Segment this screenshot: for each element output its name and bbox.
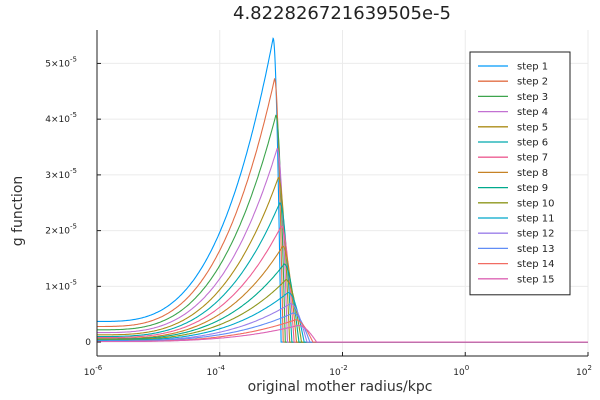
series-line-4 <box>97 148 588 343</box>
legend-label: step 9 <box>517 183 548 194</box>
legend-label: step 13 <box>517 244 555 255</box>
legend-label: step 10 <box>517 198 555 209</box>
series-line-5 <box>97 177 588 343</box>
x-tick-label: 10-4 <box>207 364 226 378</box>
legend-label: step 8 <box>517 168 548 179</box>
series-line-7 <box>97 225 588 343</box>
series-line-8 <box>97 245 588 343</box>
x-tick-label: 100 <box>453 364 469 378</box>
series-line-6 <box>97 202 588 343</box>
series-line-2 <box>97 77 588 343</box>
series-line-1 <box>97 37 588 343</box>
y-ticks: 0 1×10-5 2×10-5 3×10-5 4×10-5 5×10-5 <box>45 55 91 348</box>
series-line-15 <box>97 324 588 343</box>
y-tick-label: 2×10-5 <box>45 223 77 237</box>
series-line-10 <box>97 279 588 343</box>
y-tick-label: 0 <box>85 338 91 348</box>
legend-label: step 4 <box>517 107 548 118</box>
x-axis-label: original mother radius/kpc <box>248 379 433 395</box>
series-line-11 <box>97 291 588 343</box>
axes <box>96 30 589 357</box>
x-ticks: 10-6 10-4 10-2 100 102 <box>84 364 592 378</box>
series-line-13 <box>97 312 588 343</box>
y-tick-label: 4×10-5 <box>45 111 77 125</box>
legend-label: step 15 <box>517 274 555 285</box>
y-tick-label: 5×10-5 <box>45 55 77 69</box>
y-tick-label: 1×10-5 <box>45 278 77 292</box>
x-tick-label: 10-6 <box>84 364 103 378</box>
chart-title: 4.822826721639505e-5 <box>233 3 451 24</box>
legend-label: step 2 <box>517 77 548 88</box>
legend-label: step 12 <box>517 229 555 240</box>
series-line-3 <box>97 114 588 343</box>
legend-label: step 1 <box>517 62 548 73</box>
x-tick-label: 102 <box>576 364 592 378</box>
series-line-9 <box>97 263 588 343</box>
legend-label: step 6 <box>517 138 548 149</box>
legend-label: step 3 <box>517 92 548 103</box>
x-tick-label: 10-2 <box>329 364 347 378</box>
legend: step 1 step 2 step 3 step 4 step 5 step 6 step… <box>469 51 571 296</box>
y-axis-label: g function <box>10 176 26 247</box>
series-lines <box>97 37 588 343</box>
y-tick-label: 3×10-5 <box>45 167 77 181</box>
legend-label: step 11 <box>517 214 555 225</box>
legend-label: step 14 <box>517 259 555 270</box>
legend-box <box>469 51 571 296</box>
legend-label: step 7 <box>517 153 548 164</box>
legend-label: step 5 <box>517 122 548 133</box>
